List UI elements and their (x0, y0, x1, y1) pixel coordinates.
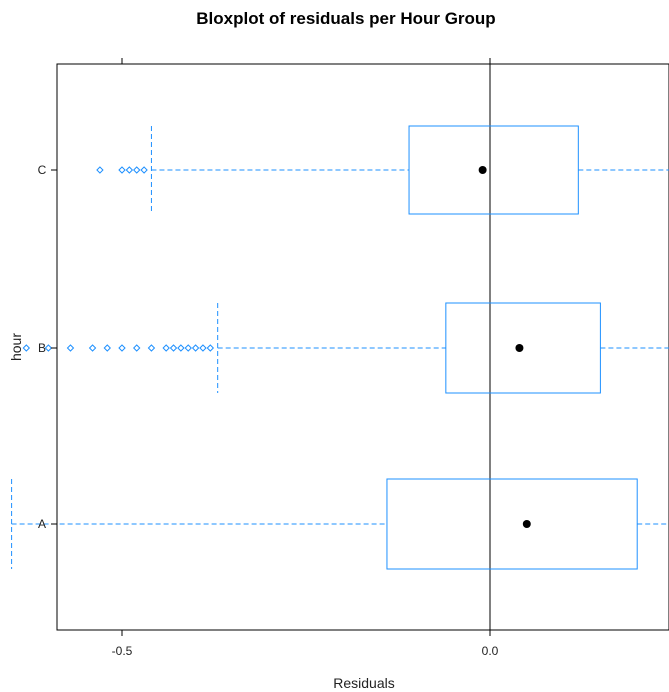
y-tick-label: A (38, 517, 46, 531)
outlier-point (118, 166, 126, 174)
outlier-point (147, 344, 156, 352)
outlier-point (133, 166, 141, 174)
outlier-point (191, 344, 200, 352)
box-iqr (408, 125, 579, 215)
outlier-point (206, 344, 215, 352)
outlier-point (88, 344, 97, 352)
box-iqr (445, 302, 601, 394)
outlier-point (184, 344, 192, 352)
outlier-point (44, 344, 53, 352)
outlier-point (199, 344, 207, 352)
outlier-point (96, 166, 104, 174)
y-tick-label: B (38, 341, 46, 355)
median-point (515, 344, 524, 352)
box-group-b (22, 302, 669, 394)
outlier-point (177, 344, 185, 352)
x-tick-label: -0.5 (112, 644, 133, 658)
x-axis-ticks: -2.0-1.5-1.0-0.50.00.5 (112, 58, 499, 658)
chart-title: Bloxplot of residuals per Hour Group (196, 9, 495, 28)
outlier-point (103, 344, 111, 352)
outlier-point (118, 344, 126, 352)
box-group-c (96, 125, 669, 215)
outlier-point (169, 344, 178, 352)
outlier-point (162, 344, 170, 352)
boxes-group (11, 125, 669, 570)
outlier-point (66, 344, 75, 352)
box-iqr (386, 478, 638, 570)
outlier-point (125, 166, 134, 174)
outlier-point (140, 166, 148, 174)
y-axis-ticks: A B C (38, 163, 57, 531)
box-group-a (11, 478, 669, 570)
x-tick-label: 0.0 (482, 644, 499, 658)
median-point (478, 166, 487, 174)
y-axis-label: hour (8, 333, 24, 361)
outlier-point (133, 344, 141, 352)
y-tick-label: C (38, 163, 47, 177)
plot-frame (56, 63, 669, 631)
x-axis-label: Residuals (333, 675, 394, 691)
outlier-point (22, 344, 31, 352)
median-point (522, 520, 531, 528)
